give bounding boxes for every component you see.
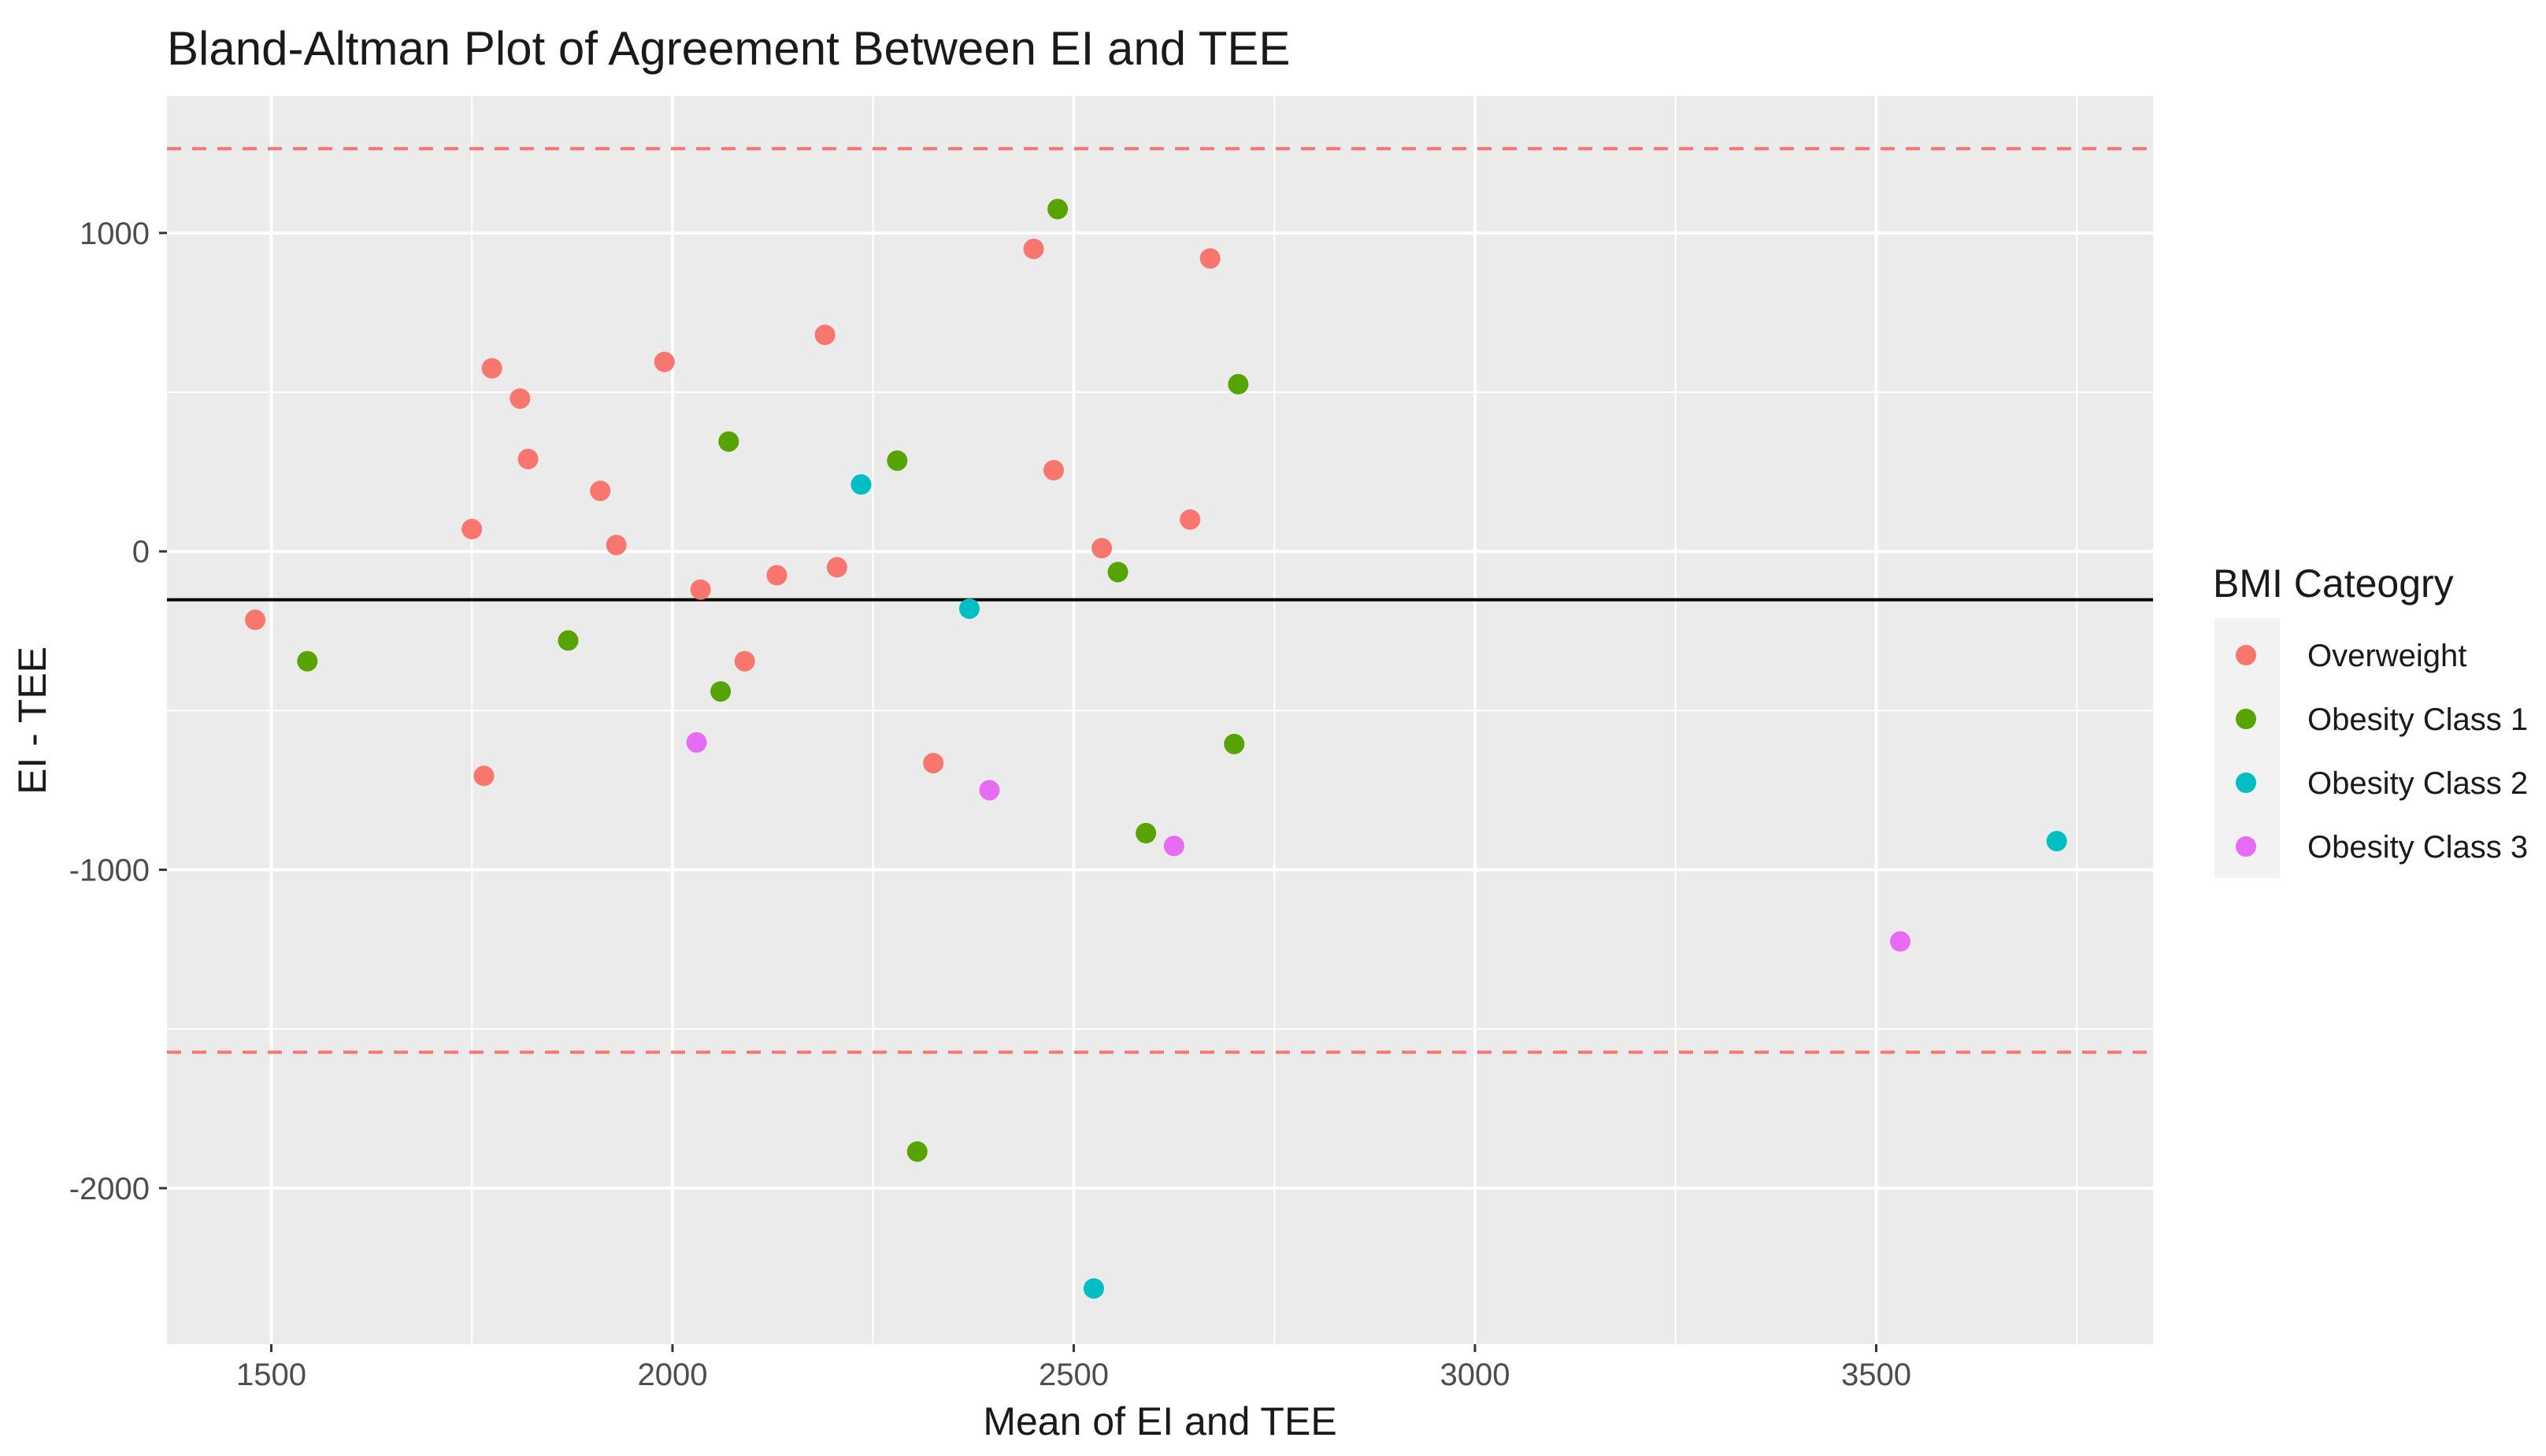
x-tick-label: 1500 [236, 1358, 306, 1392]
point-obesity-class-1 [906, 1141, 928, 1162]
point-overweight [606, 535, 627, 556]
x-tick-label: 2500 [1039, 1358, 1109, 1392]
point-obesity-class-2 [851, 474, 872, 495]
point-overweight [510, 388, 531, 409]
point-overweight [814, 324, 836, 346]
x-axis-title: Mean of EI and TEE [983, 1399, 1336, 1443]
legend-label-obesity-class-2: Obesity Class 2 [2307, 766, 2528, 801]
point-obesity-class-2 [1083, 1278, 1104, 1299]
point-overweight [517, 448, 539, 469]
point-obesity-class-2 [958, 598, 980, 619]
point-overweight [481, 358, 502, 379]
point-overweight [734, 650, 755, 672]
plot-panel [167, 96, 2153, 1344]
y-tick-label: -1000 [69, 854, 150, 888]
point-overweight [1023, 239, 1044, 260]
major-gridlines [167, 96, 2153, 1344]
point-obesity-class-3 [1890, 931, 1911, 952]
point-obesity-class-1 [710, 681, 732, 702]
point-overweight [461, 518, 483, 539]
point-obesity-class-3 [1163, 835, 1184, 857]
x-tick-label: 2000 [637, 1358, 707, 1392]
point-obesity-class-1 [718, 431, 739, 452]
y-axis-title: EI - TEE [10, 646, 54, 795]
point-overweight [826, 557, 847, 578]
point-overweight [1043, 460, 1064, 481]
x-axis-ticks: 1500 2000 2500 3000 3500 [236, 1344, 1911, 1392]
y-tick-label: 1000 [80, 217, 150, 251]
point-obesity-class-1 [1047, 198, 1069, 220]
point-overweight [1180, 509, 1201, 530]
legend-swatch-obesity-class-3 [2236, 836, 2256, 857]
x-tick-label: 3000 [1440, 1358, 1510, 1392]
point-obesity-class-1 [1107, 561, 1128, 583]
point-obesity-class-1 [297, 650, 318, 672]
legend-label-obesity-class-3: Obesity Class 3 [2307, 830, 2528, 865]
point-overweight [1199, 248, 1221, 269]
legend-label-obesity-class-1: Obesity Class 1 [2307, 702, 2528, 737]
point-overweight [1091, 538, 1113, 559]
point-obesity-class-1 [1224, 733, 1245, 754]
point-obesity-class-1 [1228, 373, 1249, 395]
data-points [245, 198, 2067, 1299]
point-overweight [766, 565, 788, 586]
legend-label-overweight: Overweight [2307, 639, 2466, 673]
reference-lines [167, 146, 2153, 1054]
legend-title: BMI Cateogry [2213, 561, 2454, 606]
legend-swatch-obesity-class-1 [2236, 709, 2256, 729]
point-obesity-class-1 [887, 450, 908, 471]
x-tick-label: 3500 [1841, 1358, 1911, 1392]
minor-gridlines [167, 96, 2153, 1344]
y-tick-label: -2000 [69, 1172, 150, 1206]
point-obesity-class-1 [558, 630, 579, 651]
point-overweight [690, 579, 711, 600]
legend: BMI Cateogry Overweight Obesity Class 1 Ob… [2213, 561, 2528, 878]
point-overweight [473, 765, 495, 787]
point-overweight [245, 609, 266, 631]
point-overweight [590, 480, 611, 502]
point-obesity-class-2 [2046, 831, 2067, 852]
point-overweight [923, 753, 944, 774]
y-tick-label: 0 [132, 535, 150, 569]
y-axis-ticks: -2000 -1000 0 1000 [69, 217, 167, 1206]
legend-items: Overweight Obesity Class 1 Obesity Class 2… [2236, 639, 2528, 865]
point-obesity-class-3 [686, 732, 707, 753]
chart-title: Bland-Altman Plot of Agreement Between E… [167, 22, 1290, 75]
point-obesity-class-3 [979, 780, 1000, 801]
point-obesity-class-1 [1136, 823, 1157, 844]
point-overweight [654, 351, 675, 372]
legend-swatch-obesity-class-2 [2236, 772, 2256, 793]
legend-swatch-overweight [2236, 645, 2256, 665]
